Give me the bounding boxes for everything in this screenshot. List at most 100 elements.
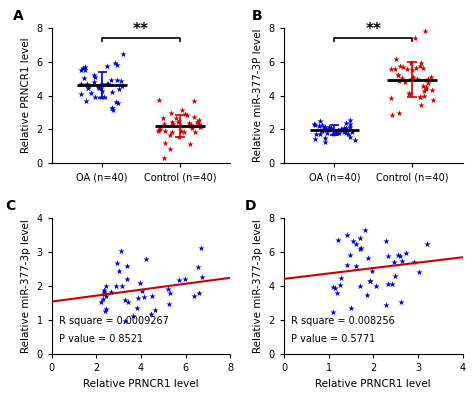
Point	[398, 258, 406, 264]
Point	[394, 252, 401, 258]
Point	[100, 291, 108, 297]
Point	[417, 63, 424, 69]
Point	[362, 227, 369, 233]
Point	[78, 91, 85, 97]
Point	[82, 64, 89, 70]
Point	[356, 283, 364, 289]
Point	[409, 67, 416, 73]
Point	[415, 268, 422, 275]
Point	[410, 259, 418, 265]
Point	[346, 123, 354, 130]
Point	[174, 119, 182, 125]
Point	[134, 305, 141, 311]
Text: **: **	[133, 22, 149, 37]
Point	[311, 136, 319, 143]
Point	[349, 238, 357, 244]
Point	[138, 288, 146, 294]
Point	[340, 125, 348, 132]
Point	[340, 129, 348, 135]
Point	[101, 308, 109, 314]
Point	[337, 126, 345, 133]
Point	[97, 85, 104, 91]
Point	[97, 299, 105, 305]
Point	[353, 263, 360, 269]
Point	[169, 121, 176, 127]
Point	[123, 276, 131, 283]
Point	[411, 35, 419, 41]
Point	[396, 63, 404, 69]
Point	[408, 60, 415, 66]
Point	[155, 96, 163, 103]
Point	[428, 87, 436, 93]
Y-axis label: Relative miR-377-3p level: Relative miR-377-3p level	[253, 219, 263, 353]
Point	[338, 127, 346, 133]
Point	[382, 238, 390, 245]
Point	[185, 119, 192, 126]
Point	[401, 78, 409, 85]
Point	[349, 129, 356, 135]
Point	[109, 104, 116, 111]
Point	[112, 99, 120, 106]
Point	[388, 281, 396, 287]
Point	[395, 110, 402, 116]
Point	[423, 241, 430, 248]
Point	[100, 287, 108, 294]
Point	[82, 98, 89, 104]
Point	[119, 51, 127, 58]
Text: **: **	[365, 22, 381, 37]
Point	[333, 290, 341, 297]
Point	[330, 130, 338, 136]
Point	[329, 284, 337, 290]
Point	[357, 245, 365, 251]
Point	[181, 129, 188, 135]
Point	[344, 262, 351, 268]
Point	[118, 248, 125, 254]
Point	[103, 80, 110, 87]
Point	[316, 118, 324, 124]
Point	[382, 301, 390, 308]
Point	[172, 115, 180, 121]
Point	[366, 278, 374, 284]
Point	[186, 122, 194, 128]
Point	[337, 275, 345, 281]
Point	[334, 127, 342, 133]
Point	[416, 93, 424, 100]
Point	[337, 281, 344, 288]
Point	[346, 117, 354, 123]
Point	[392, 273, 399, 279]
Point	[332, 285, 339, 291]
Point	[114, 62, 121, 68]
Point	[118, 83, 126, 90]
Point	[114, 77, 121, 83]
Point	[194, 121, 202, 128]
Point	[429, 96, 437, 103]
Point	[196, 124, 203, 130]
Point	[175, 277, 182, 283]
Text: B: B	[252, 8, 263, 23]
Point	[178, 106, 186, 113]
Point	[118, 282, 126, 289]
Point	[319, 122, 326, 128]
Point	[420, 87, 428, 94]
Point	[160, 155, 168, 162]
Text: A: A	[12, 8, 23, 23]
Point	[115, 268, 122, 274]
Point	[417, 60, 425, 66]
Point	[102, 283, 109, 289]
Point	[427, 73, 434, 80]
Point	[191, 129, 199, 135]
Point	[147, 310, 155, 317]
Y-axis label: Relative PRNCR1 level: Relative PRNCR1 level	[21, 38, 31, 153]
Point	[102, 293, 110, 300]
Point	[100, 94, 108, 100]
Point	[98, 81, 105, 88]
Point	[403, 66, 411, 72]
Point	[396, 78, 403, 85]
Point	[356, 235, 364, 241]
Point	[346, 251, 354, 258]
Point	[396, 252, 404, 259]
Point	[195, 121, 203, 127]
Point	[412, 65, 419, 71]
Point	[140, 294, 148, 301]
Point	[321, 138, 329, 145]
